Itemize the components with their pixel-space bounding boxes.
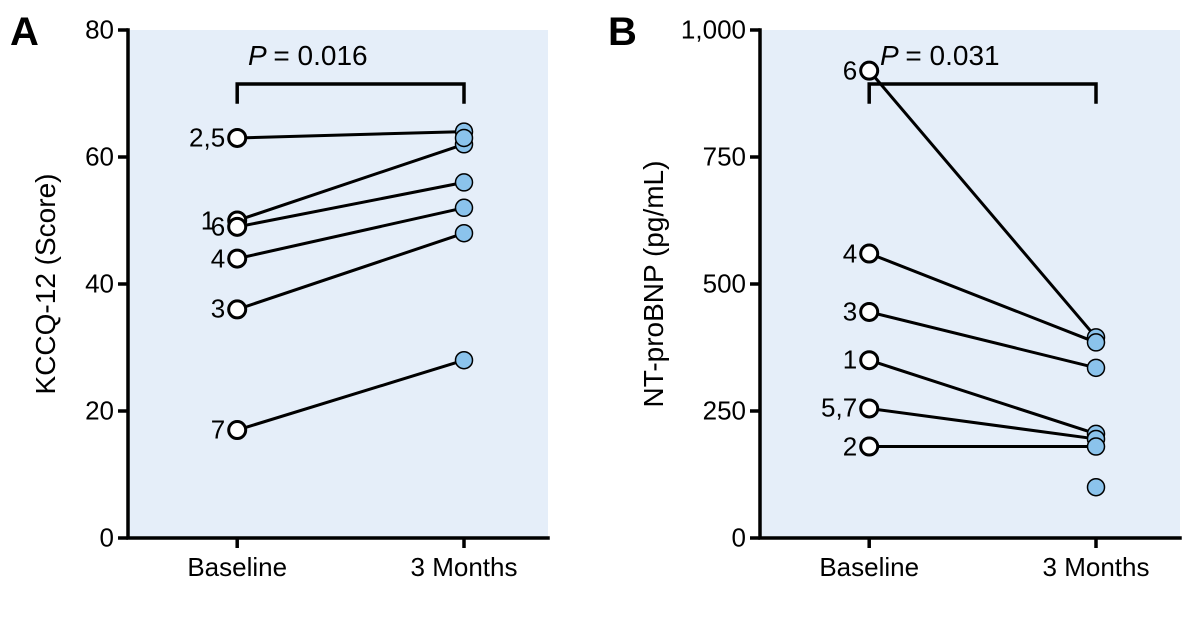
series-label: 4 (843, 238, 857, 269)
figure-root: A020406080Baseline3 MonthsKCCQ-12 (Score… (0, 0, 1200, 644)
svg-layer-B (0, 0, 1200, 644)
xtick-label: Baseline (819, 552, 919, 583)
ytick-label: 750 (703, 142, 746, 173)
ytick-label: 500 (703, 269, 746, 300)
ytick-label: 1,000 (681, 15, 746, 46)
ytick-label: 0 (732, 523, 746, 554)
p-value-label-B: P = 0.031 (880, 40, 1000, 72)
series-label: 6 (843, 55, 857, 86)
ytick-label: 250 (703, 396, 746, 427)
y-axis-label-B: NT-proBNP (pg/mL) (638, 161, 670, 408)
series-label: 5,7 (821, 393, 857, 424)
series-label: 3 (843, 296, 857, 327)
xtick-label: 3 Months (1043, 552, 1150, 583)
series-label: 1 (843, 345, 857, 376)
series-label: 2 (843, 431, 857, 462)
